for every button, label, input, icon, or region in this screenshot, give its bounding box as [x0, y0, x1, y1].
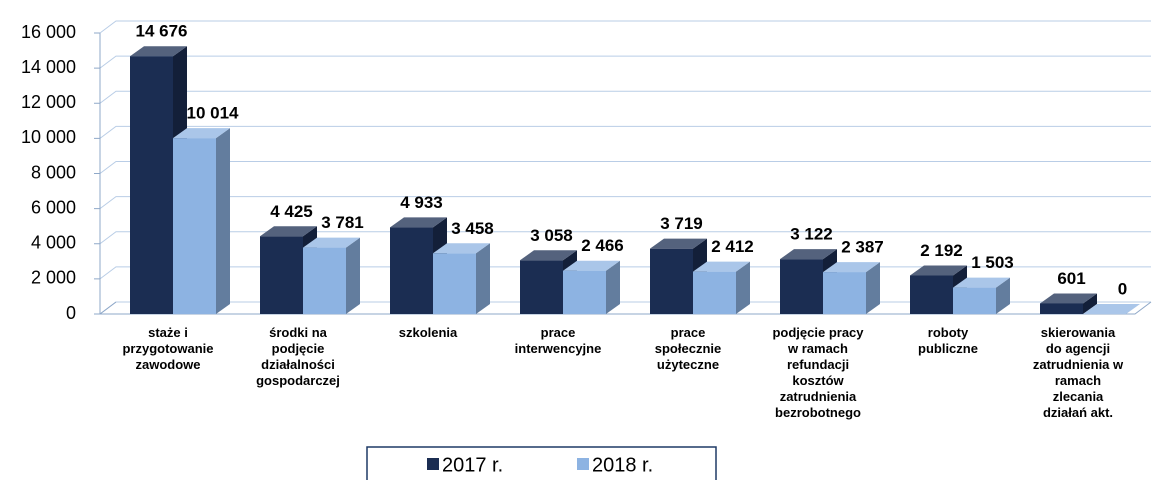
x-tick-label: staże i przygotowanie zawodowe	[122, 325, 213, 372]
bar-side	[476, 243, 490, 314]
bar-top	[173, 128, 230, 139]
value-label: 4 933	[400, 193, 443, 212]
bar	[1040, 303, 1083, 314]
y-tick-label: 12 000	[21, 92, 76, 112]
x-tick-label: środki na podjęcie działalności gospodarcze…	[256, 325, 340, 388]
y-tick-label: 16 000	[21, 22, 76, 42]
bar	[563, 270, 606, 314]
bar-top	[433, 243, 490, 254]
bar-top	[910, 265, 967, 276]
bar-top	[303, 237, 360, 248]
bar	[693, 271, 736, 314]
value-label: 2 192	[920, 241, 963, 260]
x-tick-label: roboty publiczne	[918, 325, 978, 356]
bar-top	[563, 260, 620, 271]
legend-label: 2017 r.	[442, 454, 503, 476]
grid-line	[99, 161, 1151, 174]
bar	[173, 138, 216, 314]
x-tick-label: skierowania do agencji zatrudnienia w ramac…	[1033, 325, 1124, 420]
value-label: 3 458	[451, 219, 494, 238]
bar-side	[216, 128, 230, 314]
bar-side	[866, 262, 880, 314]
bar	[780, 259, 823, 314]
bar	[650, 248, 693, 314]
bar-top	[390, 217, 447, 228]
grid-line	[99, 90, 1151, 104]
y-tick-label: 14 000	[21, 57, 76, 77]
grid-line	[99, 55, 1151, 69]
legend-box	[366, 446, 717, 480]
value-label: 3 058	[530, 226, 573, 245]
value-label: 10 014	[187, 104, 240, 123]
value-label: 2 412	[711, 237, 754, 256]
bar-top	[693, 261, 750, 272]
bar	[823, 272, 866, 314]
bar	[390, 227, 433, 314]
grid-line	[99, 125, 1151, 139]
y-tick-label: 2 000	[31, 268, 76, 288]
x-tick-label: szkolenia	[399, 325, 458, 340]
x-tick-label: prace społecznie użyteczne	[655, 325, 721, 372]
bar-side	[346, 237, 360, 314]
y-tick-label: 8 000	[31, 162, 76, 182]
y-tick-label: 6 000	[31, 197, 76, 217]
bar-top	[130, 46, 187, 57]
x-tick-label: prace interwencyjne	[515, 325, 602, 356]
value-label: 2 387	[841, 238, 884, 257]
bar-top	[650, 238, 707, 249]
value-label: 3 122	[790, 225, 833, 244]
value-label: 601	[1057, 269, 1085, 288]
bar-top	[780, 249, 837, 260]
value-label: 3 781	[321, 213, 364, 232]
bar-top	[260, 226, 317, 237]
grid-line	[99, 196, 1151, 210]
legend-swatch	[427, 458, 439, 470]
bar	[303, 247, 346, 314]
bar-side	[1083, 293, 1097, 314]
y-tick-label: 4 000	[31, 233, 76, 253]
bar-top	[1083, 304, 1140, 314]
value-label: 2 466	[581, 236, 624, 255]
bar-side	[996, 277, 1010, 314]
y-tick-label: 0	[66, 303, 76, 323]
value-label: 4 425	[270, 202, 313, 221]
bar-top	[953, 277, 1010, 288]
bar	[520, 260, 563, 314]
bar-side	[606, 260, 620, 314]
bar-side	[736, 261, 750, 314]
bar	[260, 236, 303, 314]
legend-swatch	[577, 458, 589, 470]
bar	[953, 287, 996, 314]
floor-back	[99, 301, 117, 315]
grid-line	[99, 20, 1151, 34]
bar	[910, 275, 953, 314]
value-label: 14 676	[136, 22, 188, 41]
bar	[130, 56, 173, 315]
value-label: 0	[1118, 279, 1127, 298]
value-label: 3 719	[660, 214, 703, 233]
y-tick-label: 10 000	[21, 127, 76, 147]
bar-top	[1040, 293, 1097, 304]
x-tick-label: podjęcie pracy w ramach refundacji kosztów z…	[772, 325, 864, 420]
bar	[433, 253, 476, 314]
bar-top	[520, 250, 577, 261]
bar-top	[823, 262, 880, 273]
legend-label: 2018 r.	[592, 454, 653, 476]
value-label: 1 503	[971, 253, 1014, 272]
grid-line	[99, 231, 1151, 245]
